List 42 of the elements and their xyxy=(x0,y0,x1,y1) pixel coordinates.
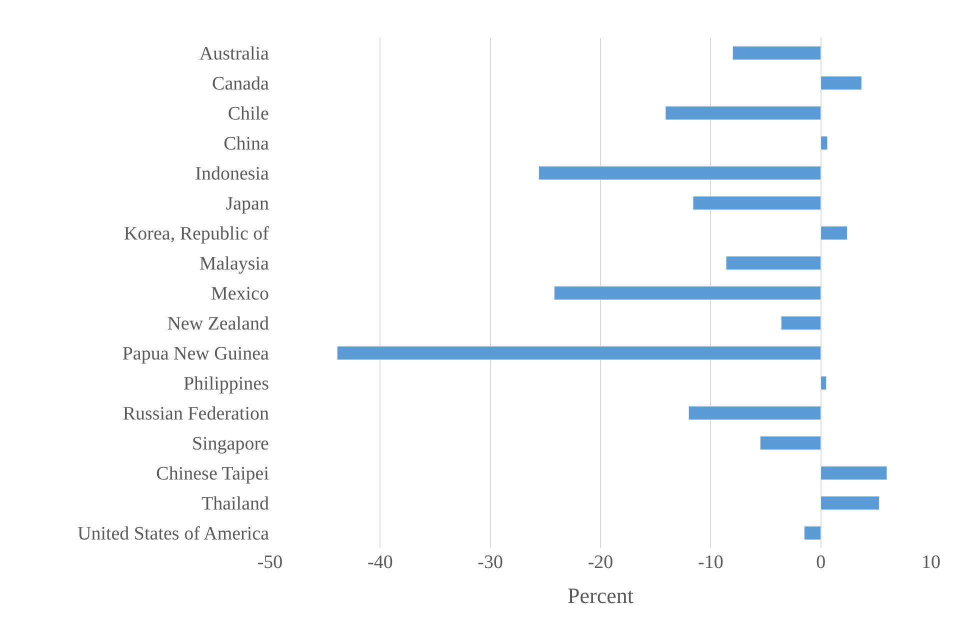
y-tick-label: Singapore xyxy=(192,434,269,455)
bar xyxy=(692,196,822,210)
y-tick-label: Australia xyxy=(199,44,270,65)
y-tick-label: Chinese Taipei xyxy=(156,464,269,485)
x-tick-label: -20 xyxy=(588,552,614,573)
y-tick-label: Russian Federation xyxy=(122,404,270,425)
bar xyxy=(820,466,888,480)
bar xyxy=(820,376,827,390)
x-tick-label: 0 xyxy=(816,552,826,573)
y-tick-label: Indonesia xyxy=(195,164,270,185)
bar xyxy=(538,166,822,180)
bar xyxy=(726,256,822,270)
x-tick-label: 10 xyxy=(922,552,940,573)
x-tick-label: -50 xyxy=(257,552,283,573)
y-tick-label: Thailand xyxy=(201,494,270,515)
bar xyxy=(780,316,822,330)
y-tick-label: Philippines xyxy=(183,374,269,395)
y-tick-label: Canada xyxy=(212,74,270,95)
x-tick-label: -40 xyxy=(368,552,393,573)
y-tick-label: Chile xyxy=(228,104,269,125)
y-tick-label: New Zealand xyxy=(167,314,270,335)
y-tick-label: China xyxy=(224,134,270,155)
y-tick-label: Korea, Republic of xyxy=(124,224,270,245)
y-tick-label: Japan xyxy=(226,194,270,215)
bar xyxy=(820,226,848,240)
bar xyxy=(688,406,822,420)
bar xyxy=(820,496,880,510)
bar xyxy=(820,76,862,90)
x-tick-label: -30 xyxy=(478,552,503,573)
y-tick-label: Papua New Guinea xyxy=(122,344,270,365)
y-tick-label: United States of America xyxy=(77,524,270,545)
bar xyxy=(820,136,828,150)
y-tick-label: Mexico xyxy=(210,284,269,305)
y-tick-label: Malaysia xyxy=(199,254,270,275)
bar xyxy=(804,526,822,540)
bar xyxy=(554,286,822,300)
bar xyxy=(665,106,822,120)
bar xyxy=(732,46,822,60)
bar xyxy=(760,436,822,450)
bar xyxy=(336,346,822,360)
x-tick-label: -10 xyxy=(698,552,724,573)
x-axis-title: Percent xyxy=(568,582,634,608)
